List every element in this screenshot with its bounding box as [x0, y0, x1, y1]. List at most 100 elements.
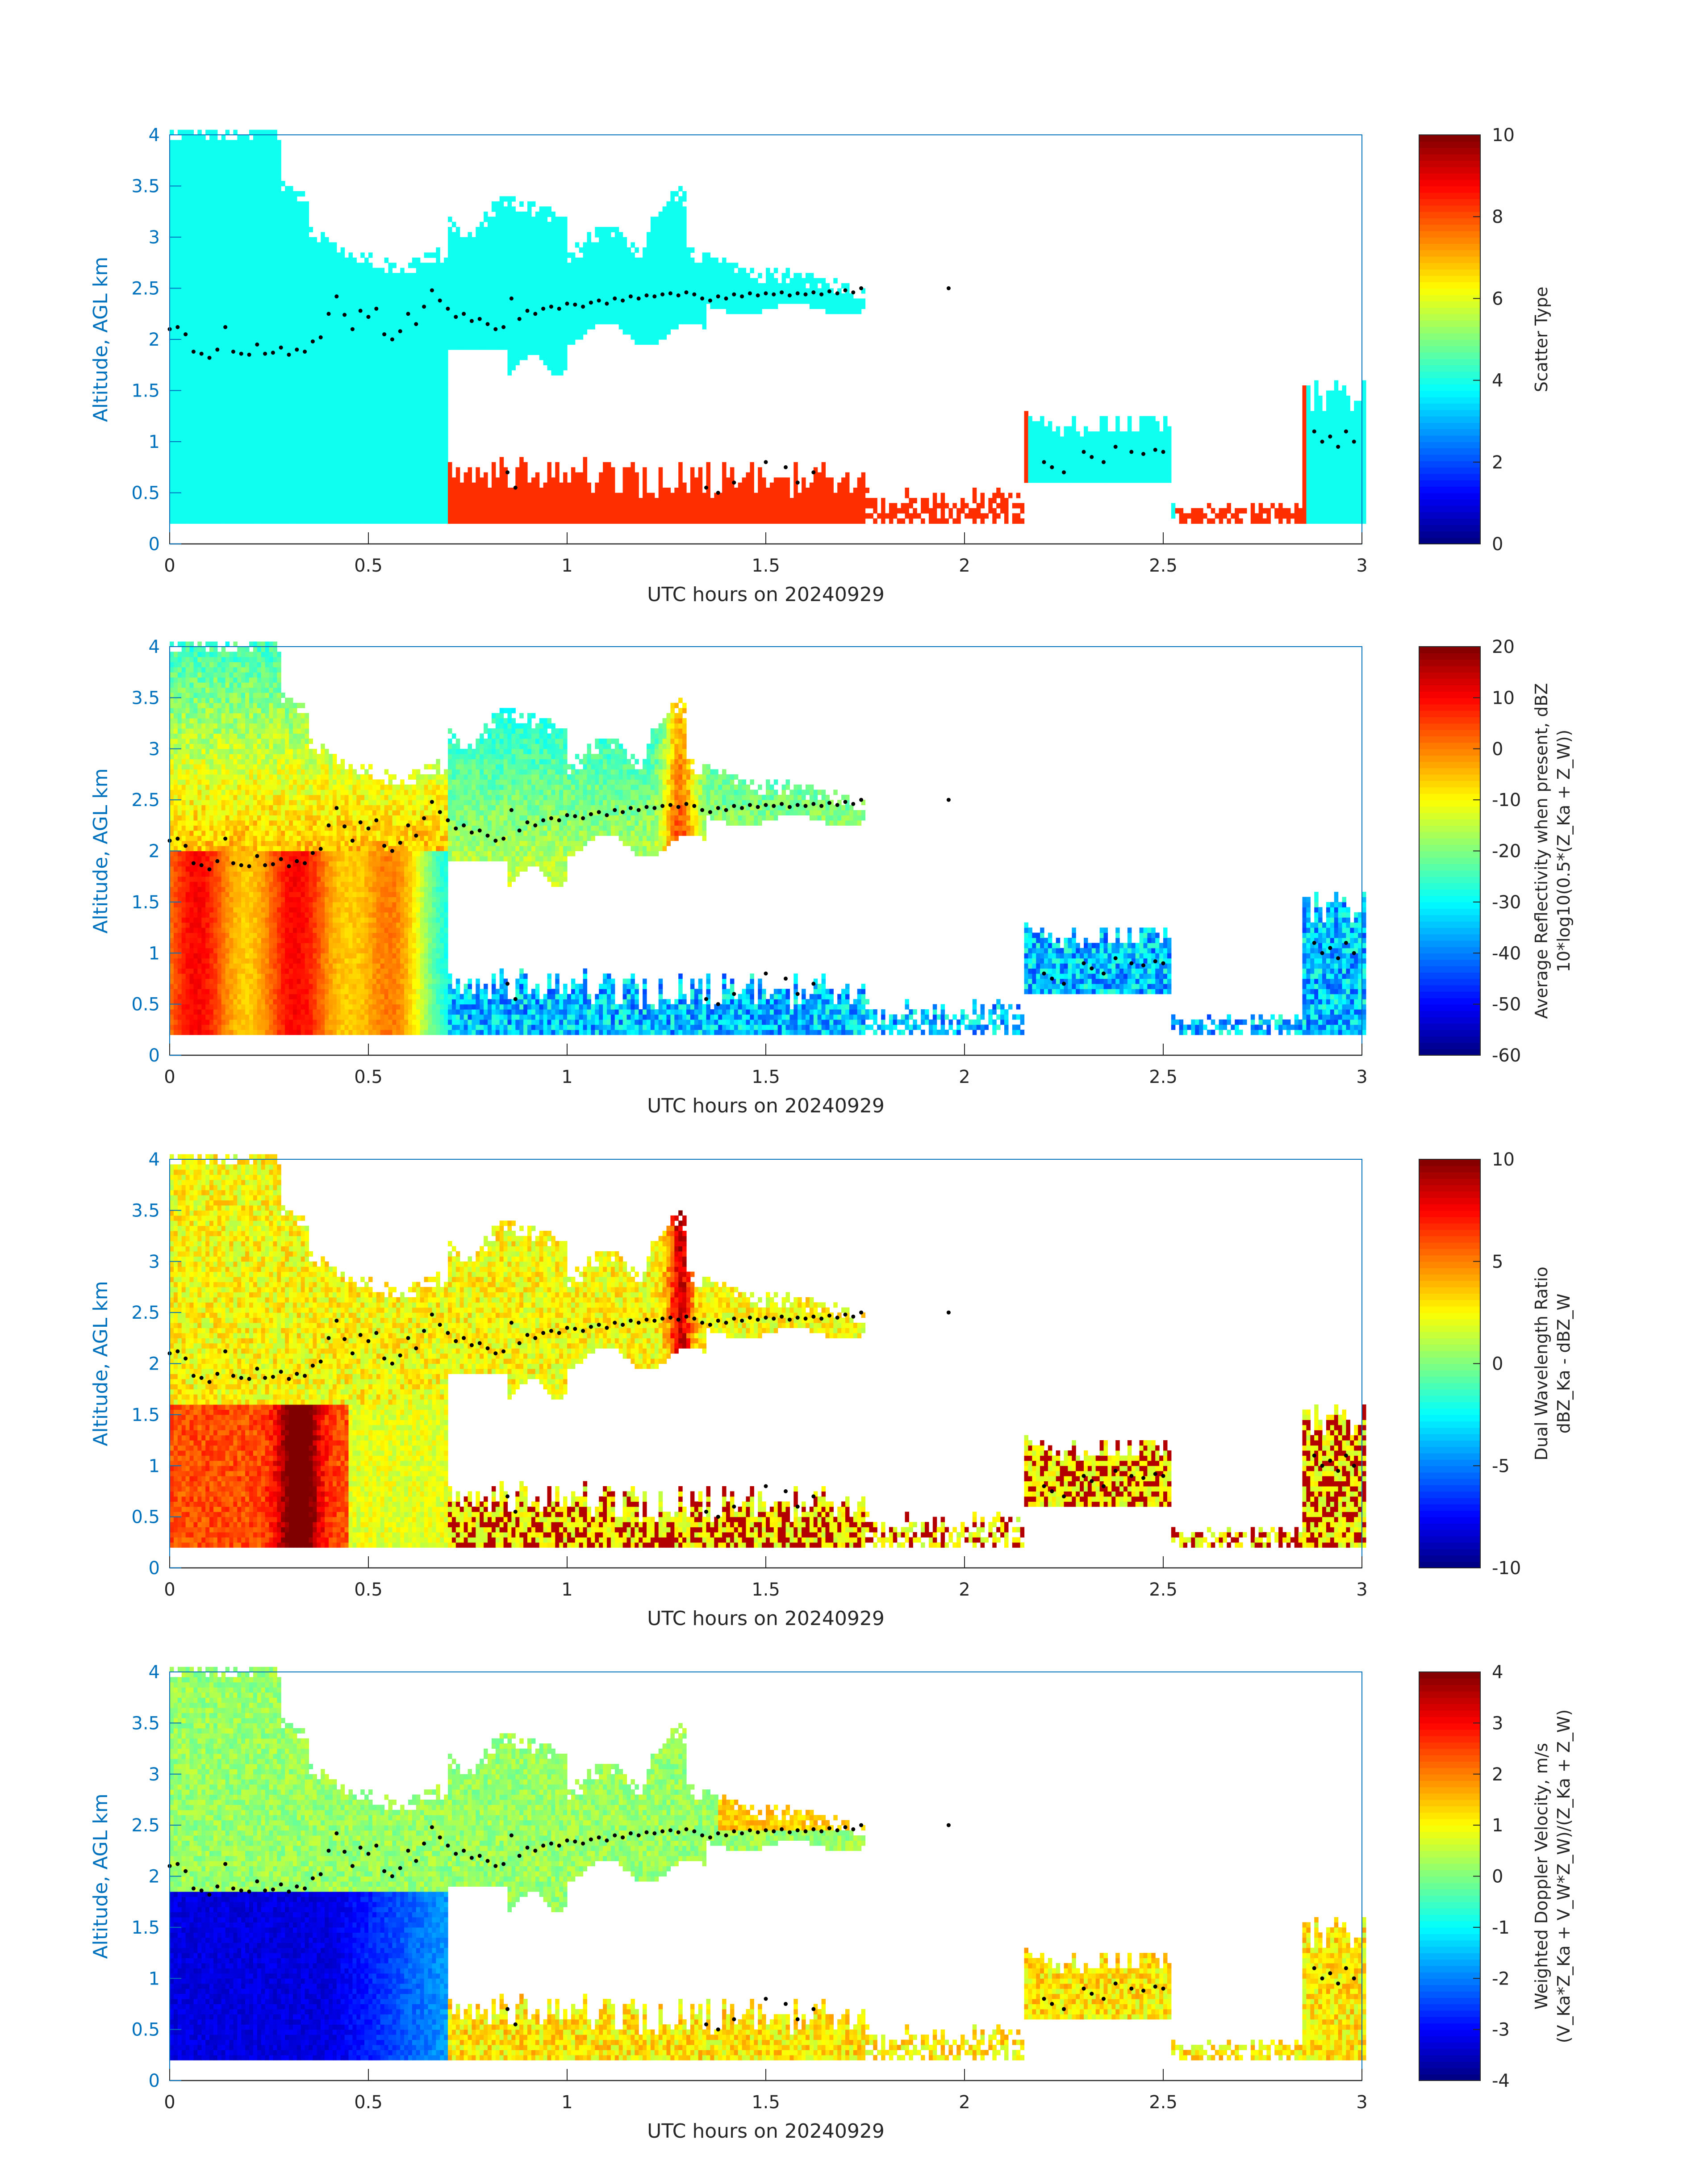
- heatmap-cell: [273, 227, 277, 233]
- heatmap-cell: [428, 329, 432, 335]
- heatmap-cell: [420, 375, 425, 381]
- heatmap-cell: [484, 488, 488, 493]
- heatmap-cell: [325, 339, 329, 345]
- heatmap-cell: [301, 457, 305, 463]
- heatmap-cell: [436, 252, 440, 258]
- heatmap-cell: [289, 283, 293, 289]
- heatmap-cell: [428, 355, 432, 360]
- heatmap-cell: [277, 421, 281, 427]
- heatmap-cell: [459, 263, 464, 268]
- heatmap-cell: [197, 145, 202, 150]
- heatmap-cell: [428, 498, 432, 504]
- heatmap-cell: [197, 442, 202, 447]
- heatmap-cell: [253, 431, 258, 437]
- heatmap-cell: [356, 339, 361, 345]
- heatmap-cell: [408, 436, 413, 442]
- heatmap-cell: [368, 457, 373, 463]
- heatmap-cell: [332, 313, 337, 319]
- heatmap-cell: [261, 442, 266, 447]
- heatmap-cell: [181, 442, 186, 447]
- heatmap-cell: [360, 329, 365, 335]
- heatmap-cell: [392, 518, 397, 524]
- heatmap-cell: [170, 247, 174, 253]
- heatmap-cell: [388, 488, 393, 493]
- heatmap-cell: [265, 503, 270, 509]
- heatmap-cell: [257, 442, 262, 447]
- heatmap-cell: [332, 303, 337, 309]
- heatmap-cell: [281, 493, 285, 498]
- heatmap-cell: [225, 273, 230, 279]
- heatmap-cell: [257, 518, 262, 524]
- heatmap-cell: [261, 421, 266, 427]
- heatmap-cell: [344, 329, 349, 335]
- heatmap-cell: [289, 267, 293, 273]
- heatmap-cell: [455, 482, 460, 488]
- heatmap-cell: [269, 145, 273, 150]
- heatmap-cell: [213, 462, 218, 468]
- heatmap-cell: [468, 482, 472, 488]
- heatmap-cell: [221, 498, 226, 504]
- heatmap-cell: [265, 498, 270, 504]
- heatmap-cell: [173, 405, 178, 411]
- heatmap-cell: [444, 421, 448, 427]
- heatmap-cell: [273, 457, 277, 463]
- heatmap-cell: [213, 370, 218, 376]
- heatmap-cell: [428, 451, 432, 457]
- heatmap-cell: [480, 288, 484, 294]
- heatmap-cell: [368, 426, 373, 432]
- heatmap-cell: [356, 359, 361, 365]
- heatmap-cell: [305, 273, 309, 279]
- heatmap-cell: [201, 267, 206, 273]
- heatmap-cell: [253, 416, 258, 422]
- heatmap-cell: [364, 298, 369, 304]
- heatmap-cell: [416, 355, 421, 360]
- heatmap-cell: [217, 411, 222, 417]
- heatmap-cell: [380, 513, 385, 519]
- heatmap-cell: [170, 370, 174, 376]
- heatmap-cell: [384, 493, 389, 498]
- heatmap-cell: [380, 365, 385, 371]
- heatmap-cell: [420, 395, 425, 401]
- heatmap-cell: [253, 217, 258, 222]
- heatmap-cell: [261, 150, 266, 156]
- heatmap-cell: [348, 334, 353, 340]
- heatmap-cell: [309, 442, 313, 447]
- heatmap-cell: [197, 334, 202, 340]
- heatmap-cell: [495, 247, 500, 253]
- heatmap-cell: [289, 426, 293, 432]
- heatmap-cell: [507, 313, 512, 319]
- heatmap-cell: [360, 385, 365, 391]
- heatmap-cell: [348, 518, 353, 524]
- heatmap-cell: [321, 303, 325, 309]
- heatmap-cell: [380, 313, 385, 319]
- heatmap-cell: [416, 508, 421, 514]
- heatmap-cell: [201, 217, 206, 222]
- heatmap-cell: [281, 217, 285, 222]
- heatmap-cell: [292, 457, 297, 463]
- heatmap-cell: [484, 217, 488, 222]
- heatmap-cell: [305, 278, 309, 284]
- heatmap-cell: [332, 339, 337, 345]
- heatmap-cell: [317, 447, 321, 452]
- heatmap-cell: [265, 493, 270, 498]
- heatmap-cell: [213, 365, 218, 371]
- heatmap-cell: [356, 431, 361, 437]
- heatmap-cell: [495, 252, 500, 258]
- heatmap-cell: [396, 370, 401, 376]
- heatmap-cell: [225, 344, 230, 350]
- heatmap-cell: [229, 263, 234, 268]
- heatmap-cell: [237, 385, 242, 391]
- heatmap-cell: [348, 313, 353, 319]
- heatmap-cell: [432, 329, 436, 335]
- heatmap-cell: [468, 278, 472, 284]
- heatmap-cell: [292, 288, 297, 294]
- heatmap-cell: [459, 303, 464, 309]
- heatmap-cell: [189, 436, 194, 442]
- heatmap-cell: [213, 221, 218, 227]
- heatmap-cell: [205, 359, 210, 365]
- heatmap-cell: [273, 165, 277, 171]
- heatmap-cell: [229, 513, 234, 519]
- heatmap-cell: [503, 247, 508, 253]
- heatmap-cell: [233, 375, 238, 381]
- heatmap-cell: [464, 252, 468, 258]
